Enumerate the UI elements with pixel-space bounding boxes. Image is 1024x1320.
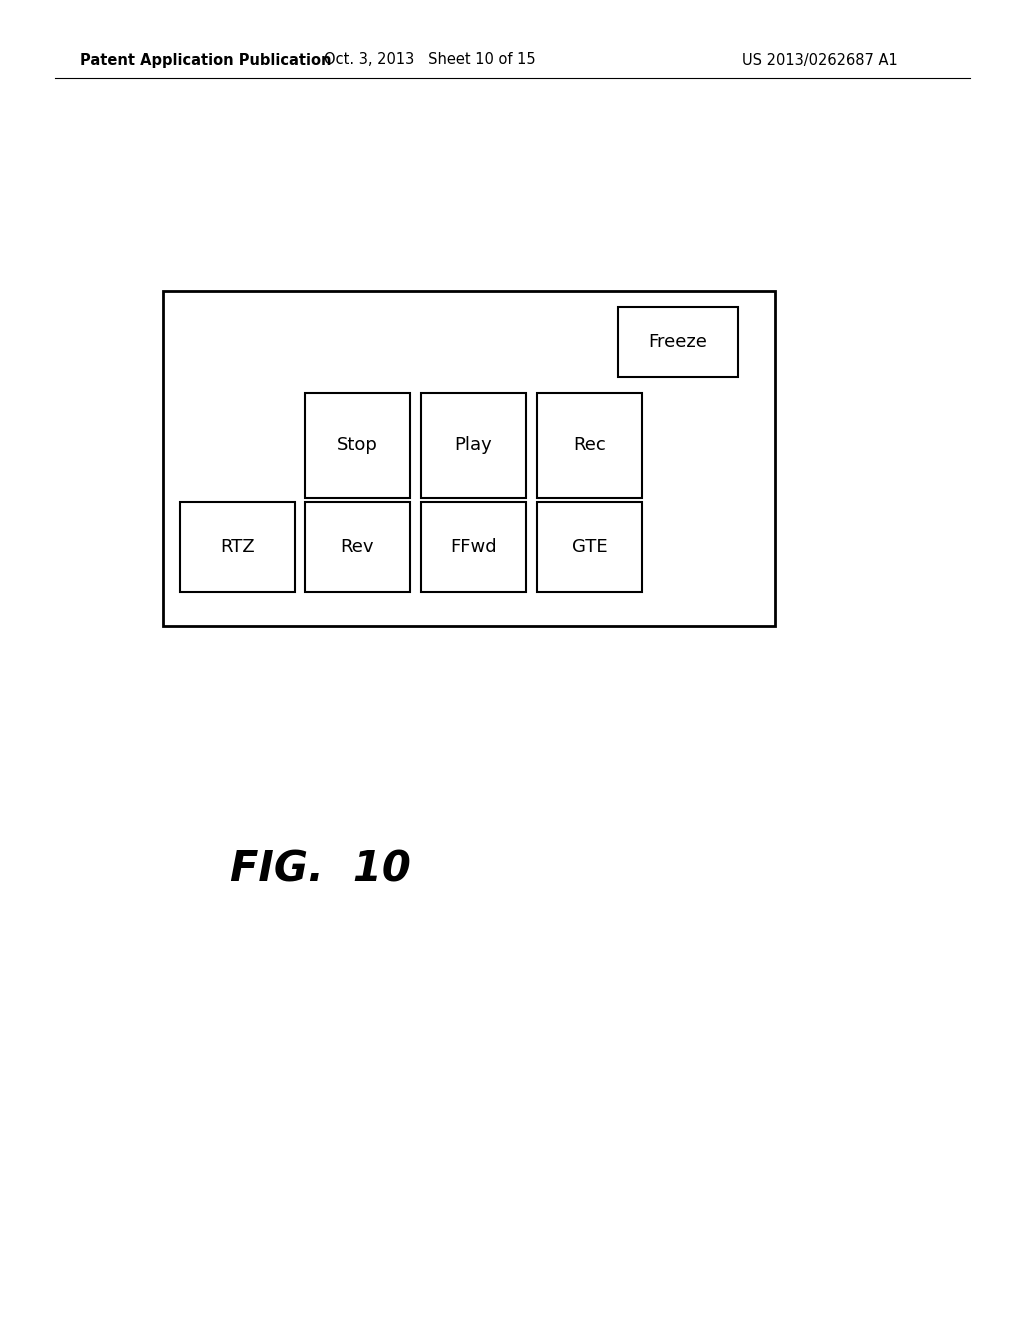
Bar bbox=[163, 290, 775, 626]
Text: Rec: Rec bbox=[573, 437, 606, 454]
Bar bbox=[421, 502, 526, 591]
Bar bbox=[537, 393, 642, 498]
Text: Rev: Rev bbox=[341, 539, 374, 556]
Bar bbox=[180, 502, 295, 591]
Text: FFwd: FFwd bbox=[451, 539, 497, 556]
Text: US 2013/0262687 A1: US 2013/0262687 A1 bbox=[742, 53, 898, 67]
Text: Play: Play bbox=[455, 437, 493, 454]
Text: FIG.  10: FIG. 10 bbox=[229, 849, 411, 891]
Bar bbox=[537, 502, 642, 591]
Text: Patent Application Publication: Patent Application Publication bbox=[80, 53, 332, 67]
Text: Stop: Stop bbox=[337, 437, 378, 454]
Bar bbox=[305, 393, 410, 498]
Text: GTE: GTE bbox=[571, 539, 607, 556]
Bar bbox=[618, 308, 738, 378]
Text: Freeze: Freeze bbox=[648, 333, 708, 351]
Bar bbox=[305, 502, 410, 591]
Text: Oct. 3, 2013   Sheet 10 of 15: Oct. 3, 2013 Sheet 10 of 15 bbox=[325, 53, 536, 67]
Text: RTZ: RTZ bbox=[220, 539, 255, 556]
Bar bbox=[421, 393, 526, 498]
